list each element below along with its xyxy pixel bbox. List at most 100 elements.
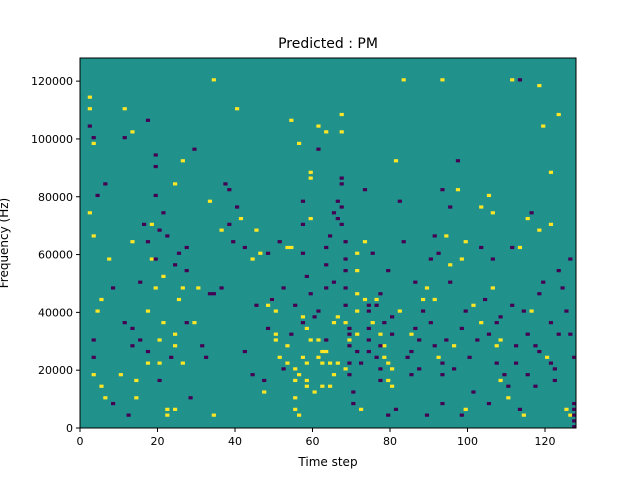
heatmap-cell-low	[448, 280, 453, 284]
heatmap-cell-low	[452, 367, 457, 371]
heatmap-cell-high	[293, 378, 298, 383]
heatmap-cell-low	[483, 297, 488, 302]
heatmap-cell-low	[448, 205, 453, 209]
heatmap-cell-low	[130, 326, 135, 331]
heatmap-cell-high	[173, 332, 178, 336]
heatmap-cell-high	[293, 407, 298, 411]
heatmap-cell-high	[173, 407, 178, 411]
heatmap-cell-low	[91, 136, 96, 140]
heatmap-cell-low	[378, 367, 383, 371]
heatmap-cell-low	[95, 193, 100, 198]
heatmap-cell-low	[378, 292, 383, 296]
heatmap-cell-low	[339, 205, 344, 209]
heatmap-cell-low	[184, 321, 189, 325]
heatmap-cell-high	[506, 396, 511, 400]
heatmap-cell-high	[161, 274, 166, 278]
heatmap-cell-low	[533, 344, 538, 348]
heatmap-cell-high	[192, 321, 197, 325]
heatmap-cell-high	[424, 286, 430, 290]
heatmap-cell-high	[382, 355, 387, 359]
heatmap-cell-low	[366, 349, 371, 354]
heatmap-cell-high	[304, 384, 309, 388]
heatmap-cell-low	[343, 303, 348, 307]
heatmap-cell-low	[572, 407, 577, 411]
heatmap-cell-high	[207, 199, 213, 203]
heatmap-cell-low	[347, 332, 352, 336]
heatmap-cell-high	[432, 297, 437, 302]
heatmap-cell-low	[378, 378, 383, 383]
heatmap-cell-low	[560, 286, 565, 290]
heatmap-cell-high	[370, 321, 375, 325]
heatmap-cell-high	[250, 257, 255, 261]
heatmap-cell-high	[211, 78, 216, 82]
heatmap-cell-low	[374, 303, 379, 307]
heatmap-cell-low	[374, 355, 379, 359]
heatmap-cell-high	[355, 292, 360, 296]
heatmap-cell-high	[436, 355, 441, 359]
heatmap-cell-high	[285, 361, 290, 365]
heatmap-cell-high	[444, 234, 449, 238]
heatmap-cell-low	[157, 228, 162, 232]
heatmap-cell-high	[320, 361, 325, 365]
heatmap-cell-low	[537, 292, 542, 296]
x-tick-label: 120	[535, 435, 556, 448]
heatmap-cell-high	[339, 112, 344, 117]
heatmap-cell-low	[510, 245, 515, 250]
heatmap-cell-low	[467, 355, 472, 359]
heatmap-cell-high	[176, 297, 182, 302]
y-tick-label: 40000	[38, 306, 73, 319]
heatmap-cell-low	[572, 425, 577, 429]
heatmap-cell-low	[355, 349, 360, 354]
heatmap-cell-high	[316, 124, 321, 128]
heatmap-cell-high	[494, 344, 499, 348]
heatmap-cell-high	[386, 361, 391, 365]
heatmap-cell-high	[320, 384, 325, 388]
heatmap-cell-low	[219, 286, 224, 290]
heatmap-cell-high	[130, 240, 135, 244]
heatmap-cell-low	[568, 332, 573, 336]
heatmap-cell-low	[421, 309, 426, 313]
heatmap-cell-high	[510, 78, 515, 82]
heatmap-cell-high	[180, 159, 185, 163]
heatmap-cell-high	[355, 251, 360, 255]
heatmap-cell-low	[227, 188, 232, 192]
y-tick-label: 60000	[38, 249, 73, 262]
heatmap-cell-low	[316, 309, 321, 313]
heatmap-cell-high	[118, 373, 123, 377]
heatmap-cell-low	[514, 361, 519, 365]
heatmap-cell-high	[409, 332, 414, 336]
heatmap-cell-low	[537, 349, 542, 354]
heatmap-cell-low	[87, 124, 92, 128]
y-axis: 0 20000 40000 60000 80000 100000 120000	[31, 75, 80, 435]
x-tick-label: 80	[383, 435, 397, 448]
heatmap-cell-low	[176, 251, 182, 255]
y-axis-label: Frequency (Hz)	[0, 198, 11, 289]
plot-area	[80, 58, 576, 428]
heatmap-cell-high	[300, 315, 306, 319]
heatmap-cell-low	[138, 280, 143, 284]
heatmap-cell-high	[91, 234, 96, 238]
heatmap-cell-high	[390, 367, 395, 371]
heatmap-cell-high	[304, 326, 309, 331]
chart-title: Predicted : PM	[278, 36, 378, 52]
heatmap-cell-high	[421, 297, 426, 302]
heatmap-cell-low	[231, 240, 236, 244]
heatmap-cell-low	[254, 303, 259, 307]
heatmap-cell-high	[479, 205, 484, 209]
heatmap-cell-low	[300, 199, 306, 203]
heatmap-cell-low	[130, 344, 135, 348]
heatmap-cell-low	[525, 373, 530, 377]
heatmap-cell-high	[517, 245, 523, 250]
heatmap-cell-high	[153, 286, 158, 290]
heatmap-cell-high	[362, 240, 368, 244]
heatmap-cell-low	[463, 309, 468, 313]
heatmap-cell-low	[343, 257, 348, 261]
heatmap-cell-low	[235, 205, 240, 209]
x-tick-label: 40	[228, 435, 242, 448]
heatmap-cell-low	[289, 332, 294, 336]
heatmap-cell-low	[173, 263, 178, 267]
heatmap-cell-low	[165, 234, 170, 238]
heatmap-cell-low	[269, 297, 275, 302]
heatmap-cell-low	[494, 321, 499, 325]
